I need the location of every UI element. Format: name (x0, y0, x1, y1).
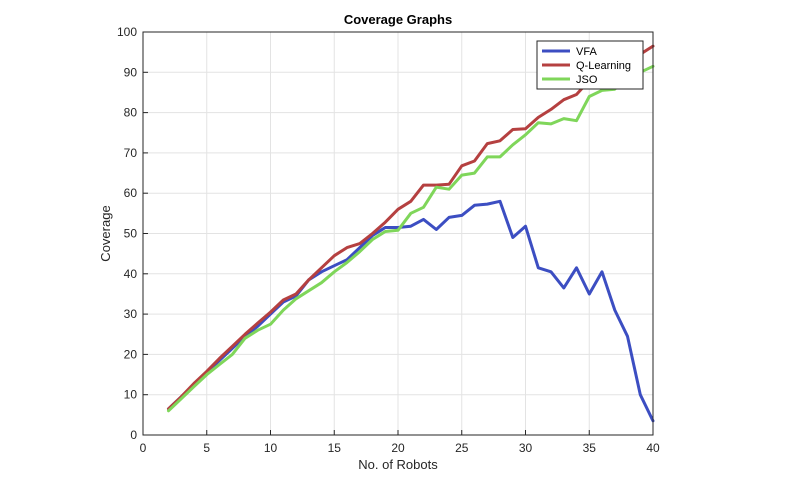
x-axis-label: No. of Robots (358, 457, 438, 472)
legend-label: Q-Learning (576, 60, 631, 72)
series-lines (167, 44, 655, 423)
x-tick-label: 30 (519, 441, 533, 455)
y-tick-label: 30 (124, 307, 138, 321)
x-tick-label: 0 (140, 441, 147, 455)
series-line-vfa (167, 199, 655, 423)
x-tick-label: 20 (391, 441, 405, 455)
y-tick-label: 20 (124, 347, 138, 361)
series-line-jso (167, 64, 655, 413)
y-axis-label: Coverage (98, 205, 113, 261)
y-tick-label: 40 (124, 267, 138, 281)
y-tick-label: 80 (124, 106, 138, 120)
y-tick-label: 70 (124, 146, 138, 160)
x-tick-label: 25 (455, 441, 469, 455)
y-tick-label: 10 (124, 388, 138, 402)
legend-label: VFA (576, 46, 597, 58)
x-tick-label: 40 (646, 441, 660, 455)
axis-ticks: 0 5 10 15 20 25 30 35 40 0 10 20 30 40 50 60 70 80 90 100 (117, 25, 660, 455)
chart-legend: VFA Q-Learning JSO (536, 40, 644, 90)
x-tick-label: 5 (203, 441, 210, 455)
x-tick-label: 10 (264, 441, 278, 455)
y-tick-label: 0 (130, 428, 137, 442)
y-tick-label: 100 (117, 25, 137, 39)
chart-title: Coverage Graphs (344, 12, 452, 27)
y-tick-label: 90 (124, 65, 138, 79)
x-tick-label: 15 (328, 441, 342, 455)
x-tick-label: 35 (583, 441, 597, 455)
series-line-q-learning (167, 44, 655, 411)
y-tick-label: 50 (124, 227, 138, 241)
y-tick-label: 60 (124, 186, 138, 200)
legend-label: JSO (576, 74, 598, 86)
